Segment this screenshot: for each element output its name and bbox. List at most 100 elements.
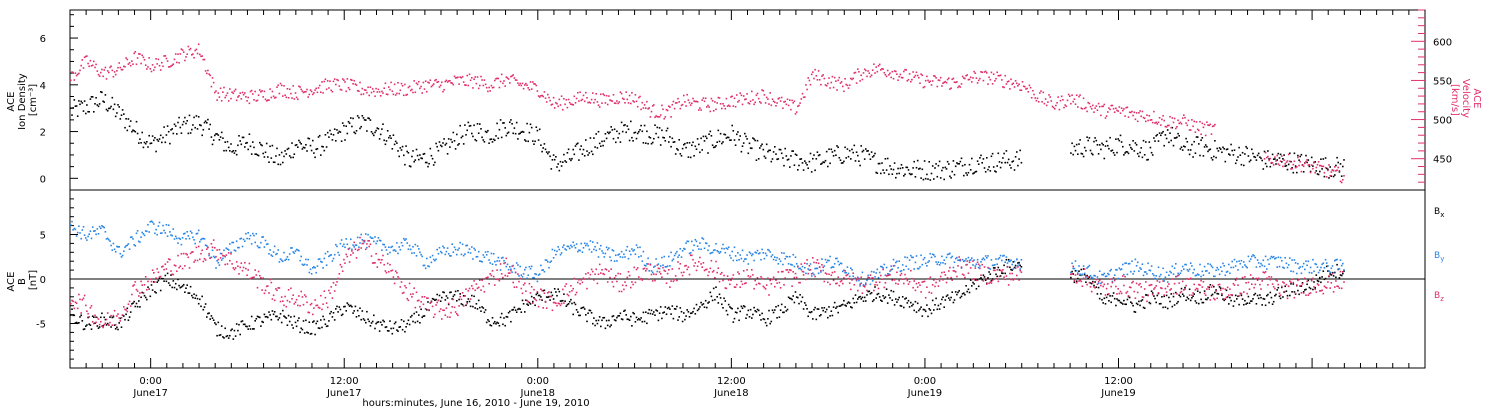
velocity-point <box>1120 107 1123 109</box>
bz-point <box>409 293 412 296</box>
bx-point <box>862 300 865 302</box>
density-point <box>1323 175 1326 178</box>
bx-point <box>989 273 992 275</box>
bx-point <box>1198 302 1200 305</box>
velocity-point <box>335 83 337 86</box>
bx-point <box>942 296 944 298</box>
by-point <box>1291 259 1293 261</box>
bx-point <box>804 302 806 304</box>
by-point <box>140 236 142 238</box>
bx-point <box>1112 292 1115 294</box>
velocity-point <box>863 68 866 71</box>
density-point <box>833 149 836 152</box>
bx-point <box>210 315 213 317</box>
density-point <box>612 137 615 140</box>
bx-point <box>506 316 509 318</box>
density-point <box>246 141 248 144</box>
density-point <box>216 133 218 135</box>
bz-point <box>519 277 521 280</box>
velocity-point <box>1293 160 1296 163</box>
bx-point <box>147 286 149 288</box>
density-point <box>144 142 147 145</box>
bx-point <box>435 298 437 301</box>
velocity-point <box>292 85 294 87</box>
density-point <box>938 160 941 163</box>
velocity-point <box>1047 101 1049 103</box>
bz-point <box>521 292 524 295</box>
by-point <box>171 234 173 237</box>
bx-point <box>567 303 570 305</box>
velocity-point <box>1298 164 1300 167</box>
by-point <box>990 259 993 261</box>
bz-point <box>267 285 269 287</box>
bz-point <box>171 273 173 276</box>
velocity-point <box>80 64 82 67</box>
bx-point <box>647 312 649 315</box>
by-point <box>1246 266 1248 269</box>
bx-point <box>892 290 895 293</box>
velocity-point <box>83 56 86 59</box>
by-point <box>742 260 745 263</box>
bx-point <box>999 275 1002 277</box>
density-point <box>101 91 103 94</box>
density-point <box>391 148 394 150</box>
bx-point <box>1005 258 1008 261</box>
bx-point <box>1332 275 1335 277</box>
density-point <box>477 132 480 134</box>
density-point <box>1001 161 1003 164</box>
bx-point <box>229 334 231 337</box>
by-point <box>91 226 94 228</box>
density-point <box>585 139 587 141</box>
velocity-point <box>797 105 799 108</box>
density-point <box>313 152 315 154</box>
velocity-point <box>528 89 531 91</box>
by-point <box>1166 281 1169 283</box>
velocity-point <box>880 69 882 71</box>
by-point <box>959 259 962 262</box>
bz-point <box>361 242 364 245</box>
bx-point <box>949 299 951 301</box>
by-point <box>1096 276 1099 278</box>
by-point <box>1017 264 1019 267</box>
velocity-point <box>255 100 258 102</box>
velocity-point <box>261 90 263 92</box>
velocity-point <box>1057 96 1059 98</box>
bz-point <box>473 280 475 282</box>
bx-point <box>234 335 237 337</box>
by-point <box>487 250 489 253</box>
velocity-point <box>782 107 784 109</box>
velocity-point <box>1096 109 1099 111</box>
velocity-point <box>742 95 745 97</box>
velocity-point <box>86 55 88 57</box>
velocity-point <box>601 102 603 104</box>
density-point <box>166 125 169 127</box>
by-point <box>125 245 127 247</box>
by-point <box>881 266 883 268</box>
velocity-point <box>293 98 296 100</box>
bx-point <box>182 283 185 286</box>
density-point <box>651 141 654 144</box>
velocity-point <box>123 65 125 68</box>
by-point <box>555 253 557 256</box>
velocity-point <box>753 103 755 106</box>
density-point <box>712 146 715 149</box>
velocity-point <box>1054 108 1056 110</box>
bx-point <box>450 291 452 293</box>
density-point <box>156 138 158 141</box>
velocity-point <box>965 74 967 77</box>
by-point <box>980 261 982 263</box>
density-point <box>929 179 932 181</box>
by-point <box>469 252 472 254</box>
density-point <box>693 155 695 157</box>
by-point <box>291 247 293 249</box>
bx-point <box>1108 300 1110 302</box>
bz-point <box>343 258 345 261</box>
bx-point <box>851 306 853 309</box>
density-point <box>269 145 271 148</box>
density-point <box>528 131 531 134</box>
by-point <box>656 270 659 273</box>
density-point <box>1252 152 1254 155</box>
bz-point <box>230 253 232 255</box>
bx-point <box>166 272 169 275</box>
density-point <box>227 146 230 149</box>
